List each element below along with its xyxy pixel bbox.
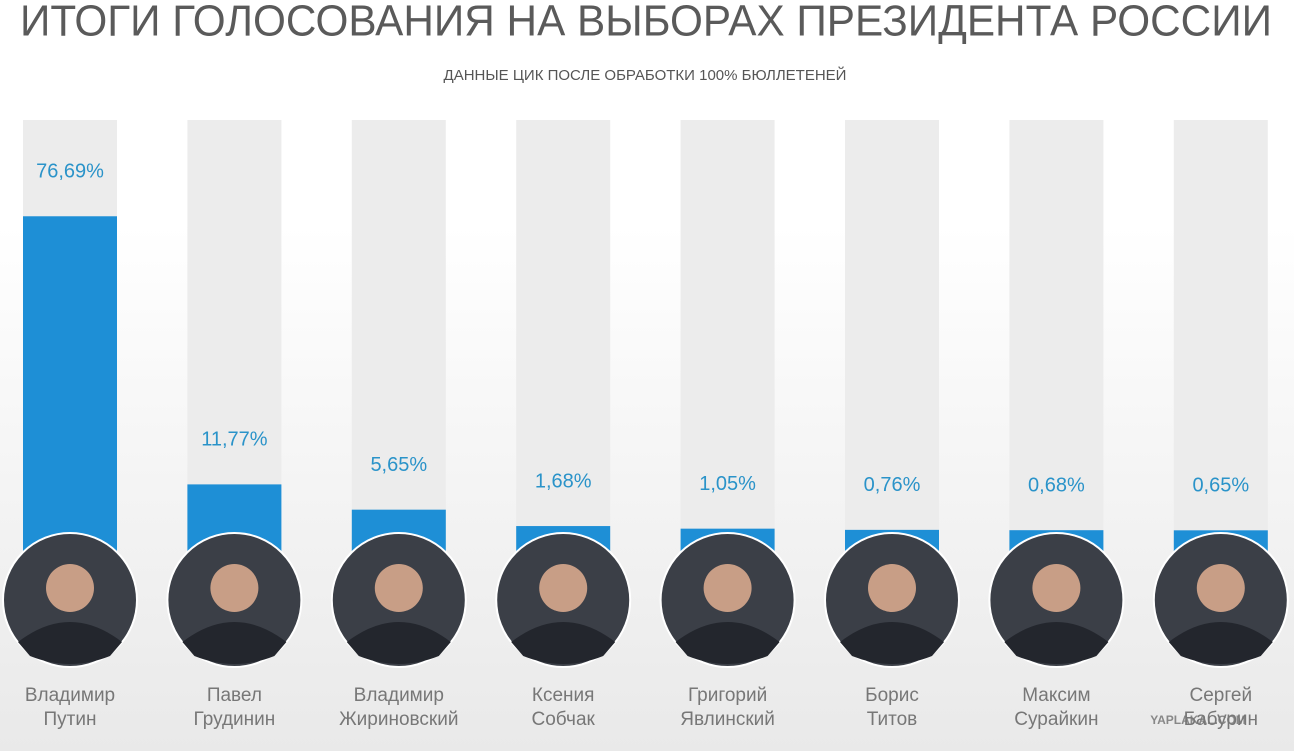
portrait-body <box>840 622 944 664</box>
value-label: 5,65% <box>370 454 427 476</box>
candidate-name: Максим Сурайкин <box>1014 685 1099 730</box>
value-label: 1,68% <box>535 470 592 492</box>
portrait-head <box>374 564 423 612</box>
watermark: YAPLAKAL.COM <box>1150 713 1246 727</box>
portrait-head <box>868 564 916 612</box>
bar-track <box>1009 120 1104 600</box>
candidate-name: Владимир Путин <box>24 685 116 730</box>
bar-track <box>516 120 611 600</box>
value-label: 11,77% <box>201 429 268 451</box>
candidate-name: Григорий Явлинский <box>680 685 775 730</box>
portrait-body <box>182 622 287 664</box>
bar-track <box>680 120 775 600</box>
value-label: 1,05% <box>699 473 756 495</box>
candidate-name: Сергей Бабурин <box>1183 685 1259 730</box>
chart-subtitle: ДАННЫЕ ЦИК ПОСЛЕ ОБРАБОТКИ 100% БЮЛЛЕТЕН… <box>444 66 847 84</box>
portrait-head <box>539 564 588 612</box>
candidate-name: Ксения Собчак <box>531 685 595 730</box>
bar-track <box>845 120 939 600</box>
portrait-body <box>18 622 122 664</box>
value-label: 76,69% <box>36 161 104 183</box>
candidate-name: Борис Титов <box>865 685 919 730</box>
value-label: 0,68% <box>1028 474 1085 496</box>
value-label: 0,65% <box>1192 475 1249 497</box>
portrait-head <box>210 564 259 612</box>
portrait-body <box>1004 622 1109 664</box>
candidate-name: Владимир Жириновский <box>339 685 459 730</box>
portrait-head <box>703 564 752 612</box>
portrait-body <box>346 622 451 664</box>
portrait-head <box>46 564 94 612</box>
portrait-body <box>675 622 780 664</box>
portrait-body <box>511 622 616 664</box>
portrait-head <box>1196 564 1245 612</box>
portrait-body <box>1168 622 1273 664</box>
portrait-head <box>1032 564 1081 612</box>
chart-title: ИТОГИ ГОЛОСОВАНИЯ НА ВЫБОРАХ ПРЕЗИДЕНТА … <box>20 0 1272 46</box>
value-label: 0,76% <box>864 474 921 496</box>
candidate-name: Павел Грудинин <box>193 685 276 730</box>
bar-track <box>1173 120 1268 600</box>
